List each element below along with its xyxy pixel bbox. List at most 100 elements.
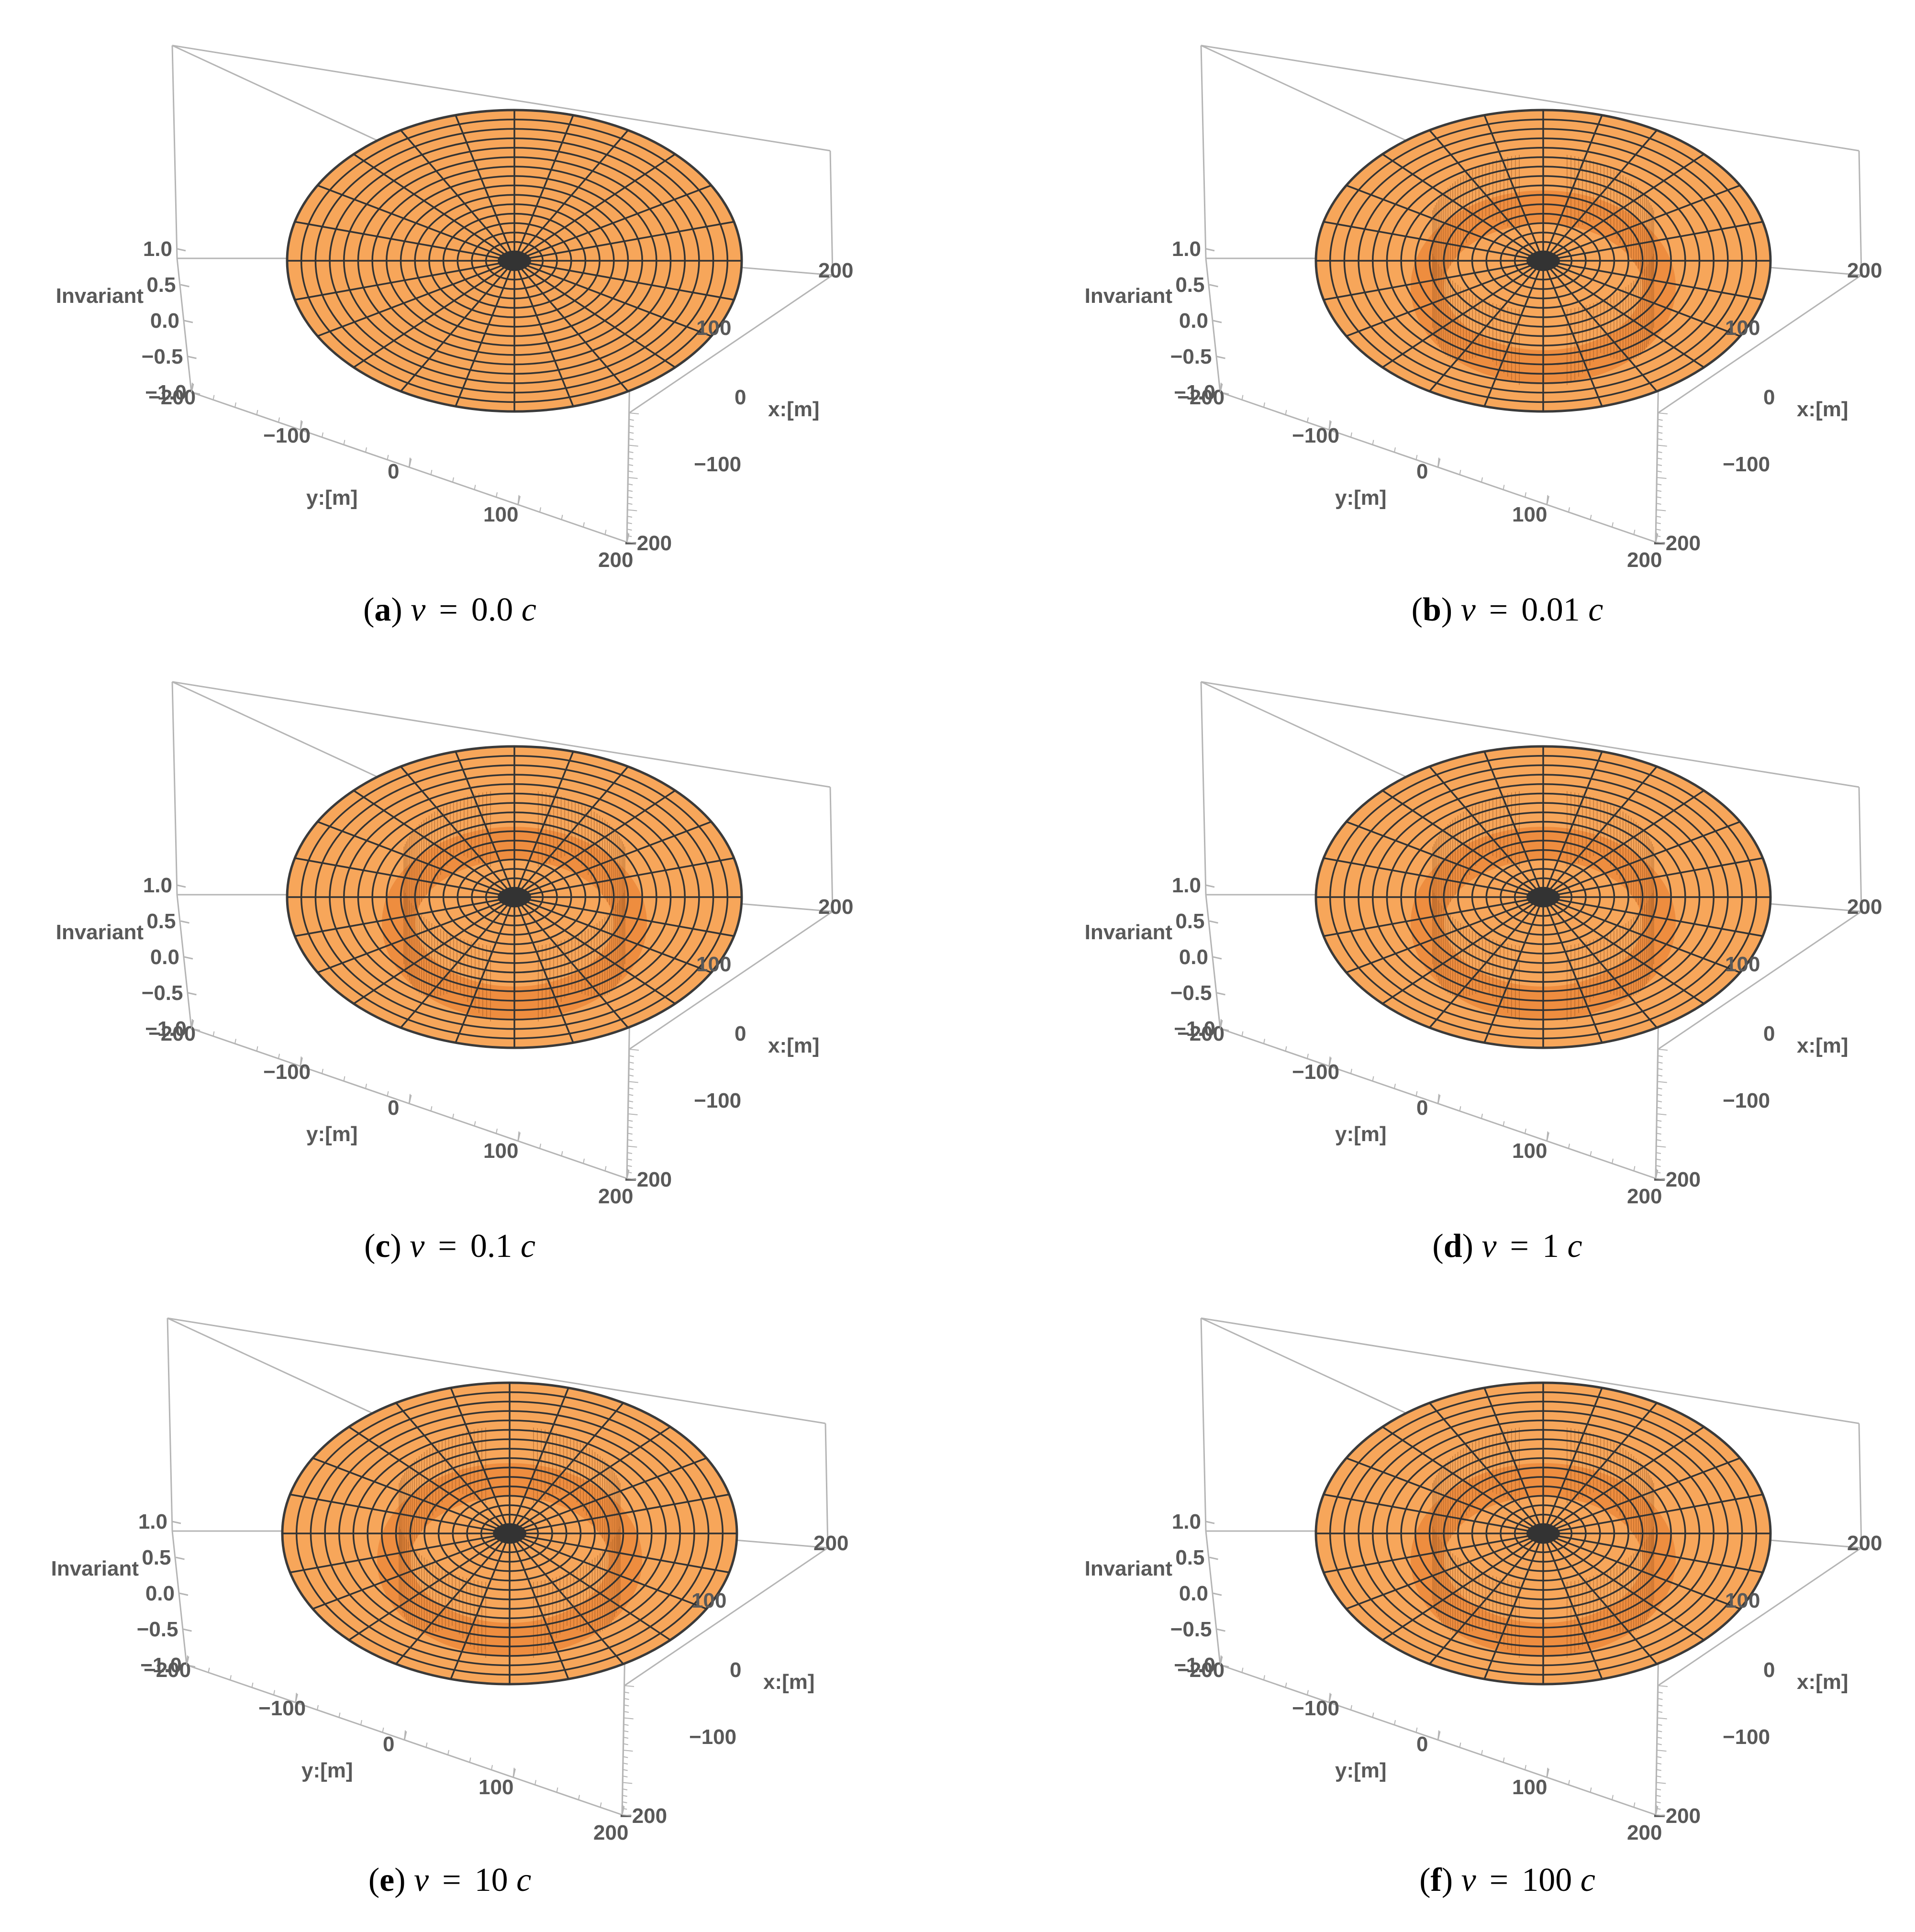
y-minor-tick — [491, 1765, 493, 1770]
y-tick-label: 200 — [598, 1185, 633, 1208]
mesh-spoke — [1346, 1457, 1532, 1530]
x-tick-label: −100 — [694, 1089, 741, 1112]
x-minor-tick — [1657, 1730, 1662, 1732]
x-tick-label: 100 — [691, 1589, 726, 1612]
y-minor-tick — [622, 1805, 623, 1815]
y-minor-tick — [343, 1076, 345, 1081]
z-tick — [1209, 1556, 1218, 1560]
caption-variable: v — [411, 591, 426, 628]
x-minor-tick — [623, 1776, 628, 1777]
panel-caption-f: (f) v = 100 c — [1419, 1862, 1595, 1899]
box-edge — [1200, 1318, 1207, 1532]
y-minor-tick — [474, 485, 476, 490]
x-minor-tick — [623, 1743, 628, 1745]
mesh-spoke — [1429, 904, 1537, 1028]
x-minor-tick — [627, 1158, 632, 1161]
y-minor-tick — [322, 1068, 323, 1074]
mesh-spoke — [1429, 1402, 1537, 1526]
z-tick — [191, 1028, 200, 1032]
y-minor-tick — [1568, 1780, 1570, 1785]
x-axis-label: x:[m] — [1797, 398, 1848, 421]
x-minor-tick — [629, 425, 634, 427]
x-minor-tick — [1656, 509, 1666, 511]
y-minor-tick — [1394, 447, 1396, 453]
caption-letter: e — [379, 1862, 395, 1899]
x-minor-tick — [629, 1068, 634, 1070]
z-tick — [1209, 284, 1218, 288]
x-minor-tick — [622, 1795, 627, 1797]
surface-mesh — [1316, 110, 1770, 411]
y-minor-tick — [409, 1094, 411, 1104]
y-tick-label: −100 — [263, 1060, 311, 1084]
mesh-spoke — [1382, 902, 1534, 1005]
x-tick-label: 200 — [813, 1532, 848, 1555]
mesh-spoke — [1546, 1388, 1603, 1525]
y-minor-tick — [1525, 1765, 1526, 1770]
x-minor-tick — [1657, 1113, 1667, 1115]
x-minor-tick — [628, 1088, 634, 1089]
mesh-spoke — [520, 766, 629, 890]
x-minor-tick — [622, 1788, 628, 1790]
mesh-spoke — [348, 1539, 501, 1641]
mesh-spoke — [353, 789, 505, 892]
mesh-spoke — [1429, 268, 1537, 392]
y-minor-tick — [1525, 492, 1526, 498]
z-tick-label: −0.5 — [142, 981, 183, 1005]
x-minor-tick — [1656, 1152, 1661, 1154]
z-tick — [1205, 884, 1215, 888]
z-tick — [1220, 1028, 1229, 1032]
mesh-spoke — [512, 1542, 569, 1679]
z-tick-label: 0.0 — [1179, 945, 1208, 969]
panel-c: 1.0 0.5 0.0 −0.5 −1.0 Invariant −200 −100 0 100 20… — [56, 681, 853, 1208]
x-minor-tick — [1655, 1814, 1666, 1816]
y-minor-tick — [452, 1113, 454, 1119]
caption-value: 10 — [474, 1862, 508, 1899]
x-minor-tick — [628, 1100, 634, 1102]
box-edge — [824, 1423, 829, 1548]
mesh-spoke — [1382, 1426, 1534, 1528]
x-tick-label: 0 — [730, 1658, 741, 1682]
caption-equals: = — [1489, 1862, 1509, 1899]
y-minor-tick — [1546, 1767, 1548, 1777]
y-minor-tick — [338, 1712, 341, 1718]
mesh-spoke — [395, 1402, 504, 1526]
y-minor-tick — [1241, 1031, 1244, 1036]
y-minor-tick — [343, 440, 345, 445]
x-minor-tick — [629, 419, 634, 421]
mesh-spoke — [1429, 130, 1537, 254]
x-minor-tick — [1656, 1133, 1661, 1135]
x-minor-tick — [1656, 1801, 1661, 1803]
box-edge — [176, 894, 192, 1029]
x-minor-tick — [1656, 522, 1661, 524]
mesh-spoke — [1382, 153, 1534, 255]
panel-caption-d: (d) v = 1 c — [1432, 1228, 1582, 1265]
x-minor-tick — [1658, 412, 1668, 414]
mesh-spoke — [517, 115, 574, 253]
mesh-spoke — [1483, 905, 1541, 1043]
mesh-spoke — [527, 262, 735, 301]
x-minor-tick — [627, 490, 633, 492]
z-tick-label: 0.0 — [1179, 309, 1208, 333]
y-minor-tick — [1503, 485, 1505, 490]
y-minor-tick — [212, 395, 215, 400]
y-minor-tick — [447, 1750, 449, 1755]
x-minor-tick — [1656, 1139, 1661, 1141]
box-edge — [1200, 45, 1207, 259]
y-minor-tick — [1437, 1094, 1439, 1104]
y-minor-tick — [1612, 522, 1614, 527]
z-tick-label: 1.0 — [143, 874, 172, 897]
x-minor-tick — [626, 542, 637, 544]
y-minor-tick — [1590, 1787, 1592, 1793]
y-axis-label: y:[m] — [1335, 486, 1387, 510]
mesh-spoke — [526, 900, 712, 974]
mesh-spoke — [1556, 1535, 1763, 1574]
x-minor-tick — [1656, 1769, 1661, 1771]
y-tick-label: 200 — [1627, 1821, 1662, 1844]
mesh-spoke — [294, 857, 501, 896]
x-minor-tick — [1657, 1081, 1667, 1083]
mesh-spoke — [1549, 1402, 1658, 1526]
y-minor-tick — [1568, 507, 1570, 512]
y-minor-tick — [278, 417, 280, 422]
